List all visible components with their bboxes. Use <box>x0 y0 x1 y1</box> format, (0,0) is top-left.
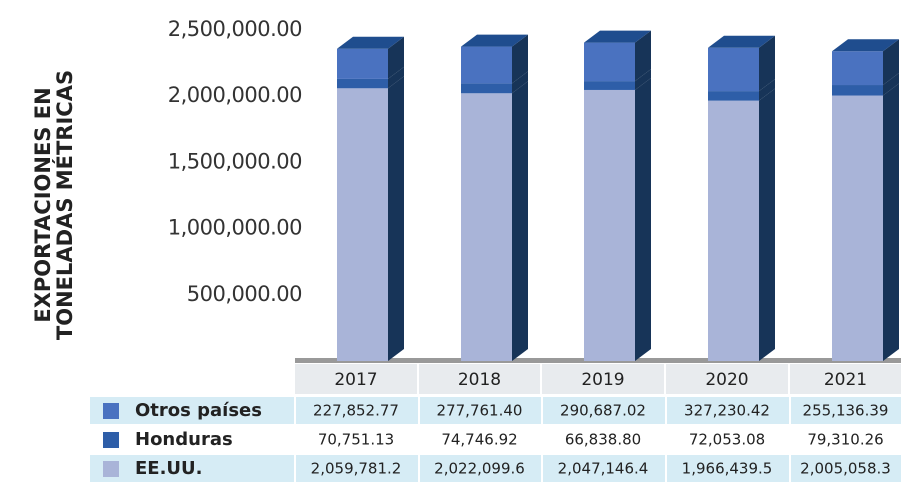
bar-side <box>883 83 899 362</box>
bar-segment <box>708 100 759 362</box>
bar-side <box>759 35 775 92</box>
bar-side <box>388 36 404 79</box>
bar-top <box>832 39 899 52</box>
bar-side <box>512 71 528 94</box>
x-tick-label: 2017 <box>334 370 377 390</box>
bar-segment <box>337 78 388 89</box>
bar-side <box>635 69 651 90</box>
bar-segment <box>708 47 759 92</box>
x-tick-label: 2018 <box>458 370 501 390</box>
bar-side <box>635 77 651 361</box>
bar-segment <box>337 48 388 79</box>
bar-side <box>759 79 775 101</box>
x-tick-label: 2019 <box>581 370 624 390</box>
bar-top <box>708 35 775 48</box>
table-value: 255,136.39 <box>803 402 889 420</box>
bar-side <box>635 30 651 82</box>
bar-side <box>759 88 775 362</box>
table-value: 70,751.13 <box>318 431 394 449</box>
table-value: 74,746.92 <box>441 431 517 449</box>
table-header-cell <box>295 364 417 394</box>
table-value: 2,059,781.2 <box>311 460 402 478</box>
bar-segment <box>708 91 759 101</box>
y-tick-label: 500,000.00 <box>187 282 302 306</box>
legend-label: Honduras <box>135 429 233 450</box>
table-row <box>90 455 901 482</box>
table-value: 227,852.77 <box>313 402 399 420</box>
table-value: 72,053.08 <box>689 431 765 449</box>
table-header-cell <box>666 364 788 394</box>
bar-segment <box>832 51 883 86</box>
bar-top <box>461 34 528 47</box>
legend-swatch <box>103 403 119 419</box>
table-value: 290,687.02 <box>560 402 646 420</box>
y-tick-label: 1,000,000.00 <box>168 216 302 240</box>
bar-side <box>512 81 528 361</box>
table-value: 327,230.42 <box>684 402 770 420</box>
bar-top <box>337 36 404 49</box>
legend-label: EE.UU. <box>135 458 203 479</box>
bar-segment <box>461 46 512 84</box>
table-value: 2,022,099.6 <box>434 460 525 478</box>
bar-segment <box>584 42 635 82</box>
bar-segment <box>461 93 512 361</box>
table-row <box>90 426 901 453</box>
y-label-line: TONELADAS MÉTRICAS <box>52 70 77 340</box>
y-tick-label: 2,000,000.00 <box>168 83 302 107</box>
y-tick-label: 1,500,000.00 <box>168 149 302 173</box>
bar-segment <box>832 85 883 96</box>
bar-side <box>512 34 528 84</box>
y-label-line: EXPORTACIONES EN <box>31 87 55 322</box>
bar-side <box>883 73 899 96</box>
legend-swatch <box>103 461 119 477</box>
bar-segment <box>461 83 512 94</box>
legend-swatch <box>103 432 119 448</box>
table-value: 2,005,058.3 <box>800 460 891 478</box>
bar-segment <box>832 95 883 362</box>
bar-side <box>883 39 899 86</box>
x-tick-label: 2020 <box>705 370 748 390</box>
bar-segment <box>584 81 635 90</box>
bar-side <box>388 76 404 361</box>
bar-side <box>388 66 404 89</box>
y-axis-label: EXPORTACIONES EN TONELADAS MÉTRICAS <box>31 70 77 340</box>
table-header-cell <box>419 364 540 394</box>
table-value: 2,047,146.4 <box>558 460 649 478</box>
table-header-cell <box>542 364 664 394</box>
legend-label: Otros países <box>135 400 262 421</box>
y-tick-label: 2,500,000.00 <box>168 17 302 41</box>
table-row <box>90 397 901 424</box>
table-value: 66,838.80 <box>565 431 641 449</box>
table-value: 277,761.40 <box>437 402 523 420</box>
x-tick-label: 2021 <box>824 370 867 390</box>
bar-top <box>584 30 651 43</box>
table-value: 1,966,439.5 <box>682 460 773 478</box>
table-header-cell <box>790 364 901 394</box>
bar-segment <box>337 88 388 361</box>
table-value: 79,310.26 <box>807 431 883 449</box>
bar-segment <box>584 89 635 361</box>
